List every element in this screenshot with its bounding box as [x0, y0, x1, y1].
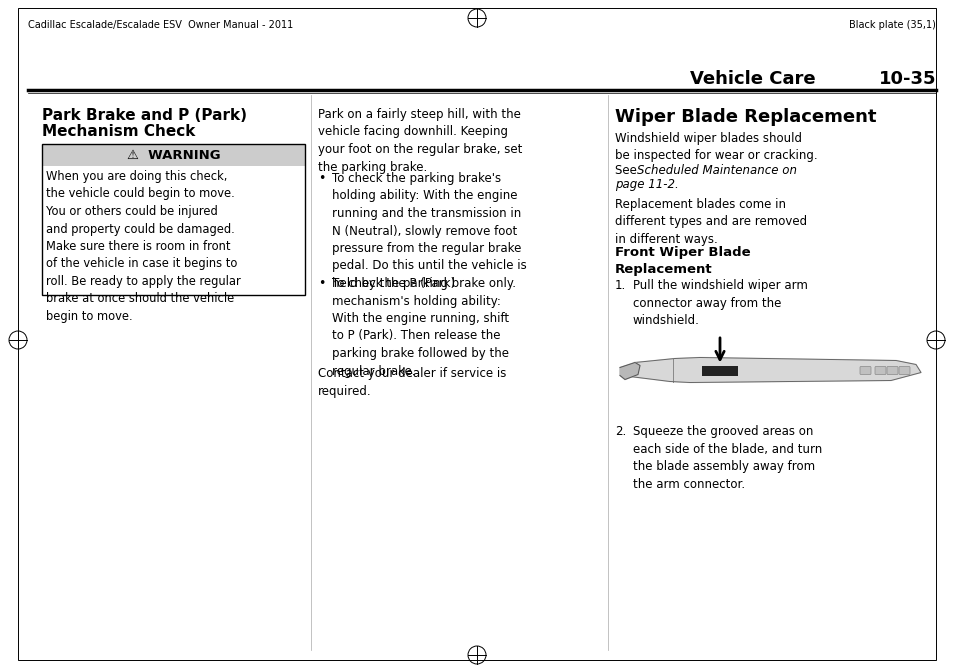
Bar	[42, 144, 305, 166]
Text: Park on a fairly steep hill, with the
vehicle facing downhill. Keeping
your foot: Park on a fairly steep hill, with the ve…	[317, 108, 522, 174]
FancyBboxPatch shape	[898, 367, 909, 375]
Bar	[42, 144, 305, 295]
Text: Mechanism Check: Mechanism Check	[42, 124, 195, 139]
Text: Replacement blades come in
different types and are removed
in different ways.: Replacement blades come in different typ…	[615, 198, 806, 246]
Text: Scheduled Maintenance on: Scheduled Maintenance on	[637, 164, 796, 177]
Text: Squeeze the grooved areas on
each side of the blade, and turn
the blade assembly: Squeeze the grooved areas on each side o…	[633, 425, 821, 490]
Text: See: See	[615, 164, 640, 177]
Text: Cadillac Escalade/Escalade ESV  Owner Manual - 2011: Cadillac Escalade/Escalade ESV Owner Man…	[28, 20, 293, 30]
Text: ⚠  WARNING: ⚠ WARNING	[127, 148, 220, 162]
Polygon shape	[619, 363, 639, 379]
Text: Contact your dealer if service is
required.: Contact your dealer if service is requir…	[317, 367, 506, 397]
FancyBboxPatch shape	[886, 367, 897, 375]
Text: To check the parking brake's
holding ability: With the engine
running and the tr: To check the parking brake's holding abi…	[332, 172, 526, 290]
Text: 2.: 2.	[615, 425, 625, 438]
Text: Wiper Blade Replacement: Wiper Blade Replacement	[615, 108, 876, 126]
Text: Vehicle Care: Vehicle Care	[689, 70, 815, 88]
Text: When you are doing this check,
the vehicle could begin to move.
You or others co: When you are doing this check, the vehic…	[46, 170, 240, 323]
Text: page 11-2.: page 11-2.	[615, 178, 678, 191]
Text: To check the P (Park)
mechanism's holding ability:
With the engine running, shif: To check the P (Park) mechanism's holdin…	[332, 277, 509, 377]
FancyBboxPatch shape	[859, 367, 870, 375]
Text: Windshield wiper blades should
be inspected for wear or cracking.: Windshield wiper blades should be inspec…	[615, 132, 817, 162]
Text: Park Brake and P (Park): Park Brake and P (Park)	[42, 108, 247, 123]
FancyBboxPatch shape	[874, 367, 885, 375]
Text: Front Wiper Blade
Replacement: Front Wiper Blade Replacement	[615, 246, 750, 277]
Text: Black plate (35,1): Black plate (35,1)	[848, 20, 935, 30]
Text: •: •	[317, 172, 325, 185]
Text: Pull the windshield wiper arm
connector away from the
windshield.: Pull the windshield wiper arm connector …	[633, 279, 807, 327]
Text: 10-35: 10-35	[878, 70, 935, 88]
Text: •: •	[317, 277, 325, 290]
Text: 1.: 1.	[615, 279, 625, 292]
Bar	[701, 365, 738, 375]
Polygon shape	[629, 357, 920, 383]
